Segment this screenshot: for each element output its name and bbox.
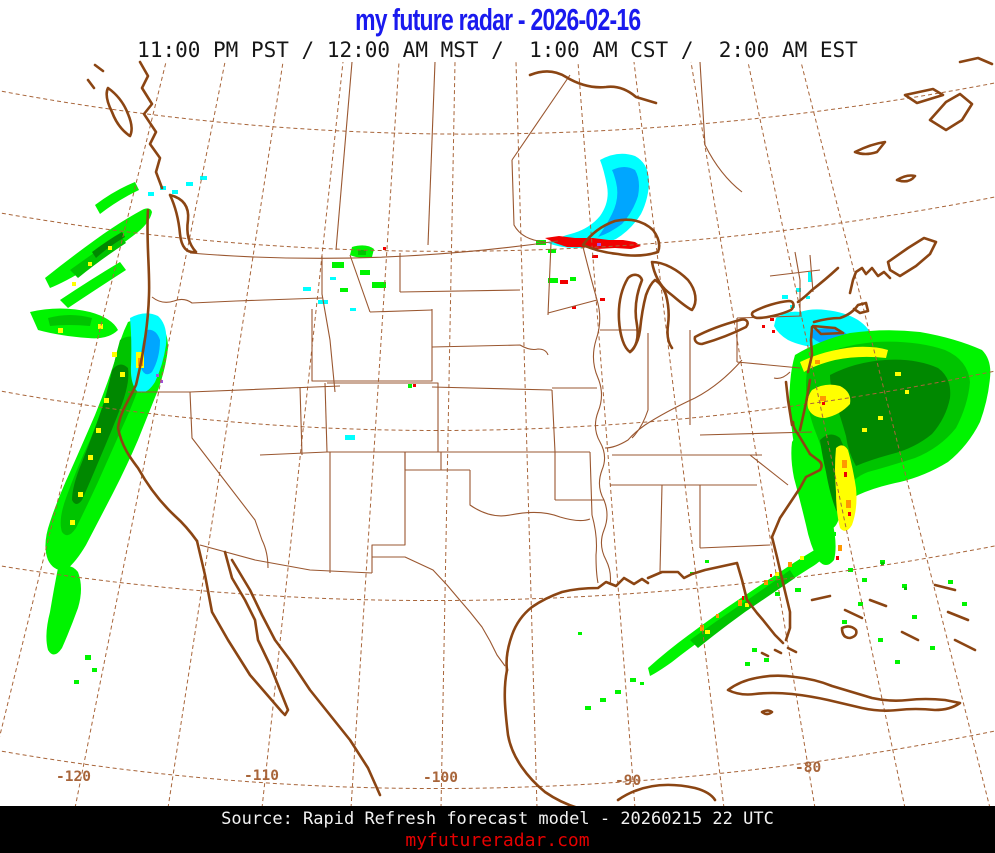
longitude-label: -80 bbox=[795, 760, 821, 776]
coastlines bbox=[86, 56, 994, 810]
website-link[interactable]: myfutureradar.com bbox=[405, 830, 590, 851]
longitude-label: -90 bbox=[615, 773, 641, 789]
longitude-line bbox=[515, 61, 538, 809]
longitude-label: -120 bbox=[56, 769, 91, 785]
longitude-line bbox=[690, 61, 816, 809]
longitude-line bbox=[261, 61, 344, 809]
longitude-line bbox=[633, 61, 725, 809]
latitude-line bbox=[0, 370, 995, 431]
page-title-text: my future radar - 2026-02-16 bbox=[354, 2, 641, 37]
longitude-line bbox=[747, 61, 906, 809]
page-title: my future radar - 2026-02-16 bbox=[0, 2, 995, 38]
footer-bar: Source: Rapid Refresh forecast model - 2… bbox=[0, 806, 995, 853]
longitude-line bbox=[800, 61, 991, 809]
longitude-line bbox=[74, 61, 226, 809]
precip-bahamas bbox=[842, 560, 967, 664]
latitude-line bbox=[0, 196, 995, 252]
longitude-label: -100 bbox=[423, 770, 458, 786]
longitude-line bbox=[0, 61, 167, 738]
longitude-line bbox=[440, 61, 456, 809]
longitude-label: -110 bbox=[244, 768, 279, 784]
longitude-line bbox=[167, 61, 284, 809]
longitude-line bbox=[577, 61, 636, 809]
longitude-labels: -120 -110 -100 -90 -80 bbox=[56, 760, 821, 789]
timezone-line: 11:00 PM PST / 12:00 AM MST / 1:00 AM CS… bbox=[137, 38, 858, 62]
longitude-line bbox=[350, 61, 400, 809]
state-borders bbox=[128, 61, 821, 667]
graticule bbox=[0, 61, 995, 809]
precip-california bbox=[30, 308, 168, 684]
precip-montana bbox=[303, 245, 576, 440]
latitude-line bbox=[0, 730, 995, 789]
latitude-line bbox=[0, 545, 995, 602]
source-line: Source: Rapid Refresh forecast model - 2… bbox=[221, 809, 774, 829]
